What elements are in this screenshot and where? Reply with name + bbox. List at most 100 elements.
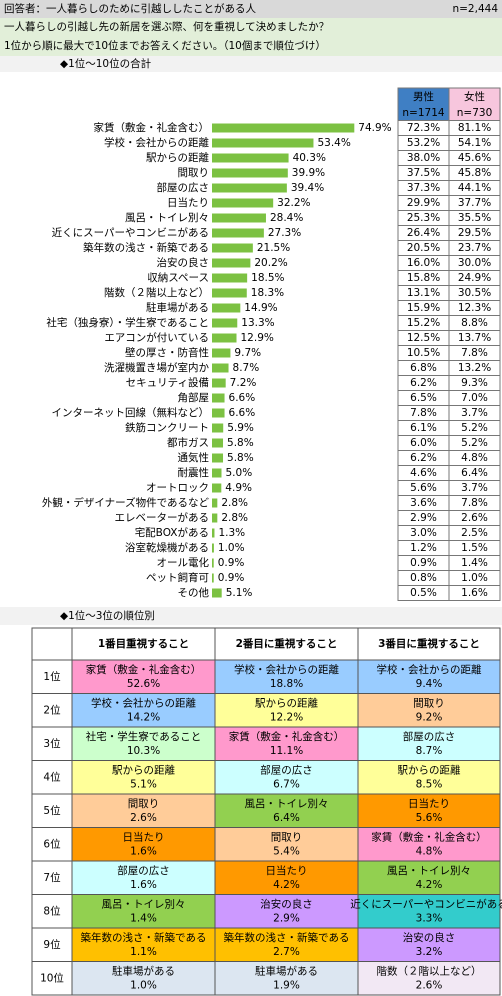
gender-value: 6.4% <box>461 467 488 479</box>
item-label: 築年数の浅さ・新築である <box>81 931 207 944</box>
item-label: 近くにスーパーやコンビニがある <box>350 898 502 911</box>
item-cell <box>214 827 359 862</box>
category-label: 築年数の浅さ・新築である <box>83 241 209 254</box>
bar <box>212 288 247 298</box>
rank-header: 2番目に重視すること <box>236 637 338 650</box>
gender-value: 25.3% <box>407 212 440 224</box>
respondents: 回答者：一人暮らしのために引越ししたことがある人 <box>4 2 256 15</box>
item-label: 駐車場がある <box>255 965 318 978</box>
rank-label: 7位 <box>43 871 61 884</box>
rank-header-cell <box>214 627 359 661</box>
gender-value: 81.1% <box>458 122 491 134</box>
item-cell <box>214 894 359 929</box>
category-label: 近くにスーパーやコンビニがある <box>52 226 209 239</box>
gender-n: n=1714 <box>402 107 444 119</box>
value-label: 5.9% <box>227 422 254 434</box>
item-label: 部屋の広さ <box>117 864 170 877</box>
item-value: 5.4% <box>273 846 300 858</box>
value-label: 21.5% <box>257 242 290 254</box>
item-label: 家賃（敷金・礼金含む） <box>86 663 202 676</box>
gender-value: 44.1% <box>458 182 491 194</box>
value-label: 2.8% <box>221 497 248 509</box>
item-cell <box>71 927 216 962</box>
value-label: 0.9% <box>218 557 245 569</box>
value-label: 9.7% <box>234 347 261 359</box>
value-label: 12.9% <box>241 332 274 344</box>
item-value: 4.2% <box>416 879 443 891</box>
bar <box>212 453 224 463</box>
category-label: 鉄筋コンクリート <box>125 421 209 434</box>
gender-value: 2.9% <box>410 512 437 524</box>
gender-value: 15.2% <box>407 317 440 329</box>
gender-value: 6.1% <box>410 422 437 434</box>
gender-value: 15.9% <box>407 302 440 314</box>
gender-value: 5.2% <box>461 422 488 434</box>
gender-value: 7.8% <box>410 407 437 419</box>
item-label: 学校・会社からの距離 <box>91 697 196 710</box>
item-cell <box>71 726 216 761</box>
category-label: 通気性 <box>178 451 210 464</box>
gender-value: 30.5% <box>458 287 491 299</box>
rank-cell <box>31 793 73 828</box>
category-label: 社宅（独身寮）・学生寮であること <box>46 316 209 329</box>
gender-value: 37.7% <box>458 197 491 209</box>
rank-label: 3位 <box>43 737 61 750</box>
item-label: 社宅・学生寮であること <box>86 730 201 743</box>
item-value: 9.2% <box>416 712 443 724</box>
category-label: エアコンが付いている <box>104 331 209 344</box>
gender-value: 1.0% <box>461 572 488 584</box>
item-value: 2.6% <box>416 980 443 992</box>
rank-label: 6位 <box>43 837 61 850</box>
gender-value: 0.9% <box>410 557 437 569</box>
item-label: 日当たり <box>408 797 450 810</box>
category-label: 洗濯機置き場が室内か <box>104 361 209 374</box>
gender-cell <box>448 585 501 601</box>
category-label: エレベーターがある <box>115 511 210 524</box>
item-value: 1.0% <box>130 980 157 992</box>
gender-value: 9.3% <box>461 377 488 389</box>
category-label: 外観・デザイナーズ物件であるなど <box>42 496 210 509</box>
item-value: 1.1% <box>130 946 157 958</box>
item-label: 部屋の広さ <box>260 764 313 777</box>
item-label: 駅からの距離 <box>112 764 175 777</box>
bar <box>212 588 222 598</box>
category-label: 治安の良さ <box>157 256 210 269</box>
value-label: 18.3% <box>251 287 284 299</box>
bar <box>212 138 314 148</box>
item-cell <box>357 961 501 996</box>
item-value: 1.6% <box>130 846 157 858</box>
gender-value: 38.0% <box>407 152 440 164</box>
value-label: 20.2% <box>254 257 287 269</box>
bar <box>212 363 229 373</box>
gender-value: 4.8% <box>461 452 488 464</box>
rank-label: 2位 <box>43 703 61 716</box>
category-label: 家賃（敷金・礼金含む） <box>94 121 210 134</box>
gender-value: 6.2% <box>410 452 437 464</box>
item-label: 階数（２階以上など） <box>377 965 482 978</box>
item-label: 治安の良さ <box>260 898 313 911</box>
gender-value: 8.8% <box>461 317 488 329</box>
value-label: 2.8% <box>221 512 248 524</box>
bar <box>212 468 222 478</box>
item-cell <box>357 894 501 929</box>
value-label: 39.9% <box>292 167 325 179</box>
gender-value: 53.2% <box>407 137 440 149</box>
gender-value: 15.8% <box>407 272 440 284</box>
gender-value: 29.5% <box>458 227 491 239</box>
item-label: 治安の良さ <box>403 931 456 944</box>
gender-value: 26.4% <box>407 227 440 239</box>
gender-value: 3.7% <box>461 482 488 494</box>
item-value: 5.6% <box>416 812 443 824</box>
gender-value: 13.7% <box>458 332 491 344</box>
item-label: 部屋の広さ <box>403 730 456 743</box>
gender-value: 7.8% <box>461 497 488 509</box>
value-label: 39.4% <box>291 182 324 194</box>
category-label: インターネット回線（無料など） <box>52 406 210 419</box>
gender-value: 2.6% <box>461 512 488 524</box>
value-label: 1.3% <box>218 527 245 539</box>
gender-value: 30.0% <box>458 257 491 269</box>
category-label: 浴室乾燥機がある <box>125 541 209 554</box>
item-value: 6.4% <box>273 812 300 824</box>
rank-header-cell <box>31 627 73 661</box>
